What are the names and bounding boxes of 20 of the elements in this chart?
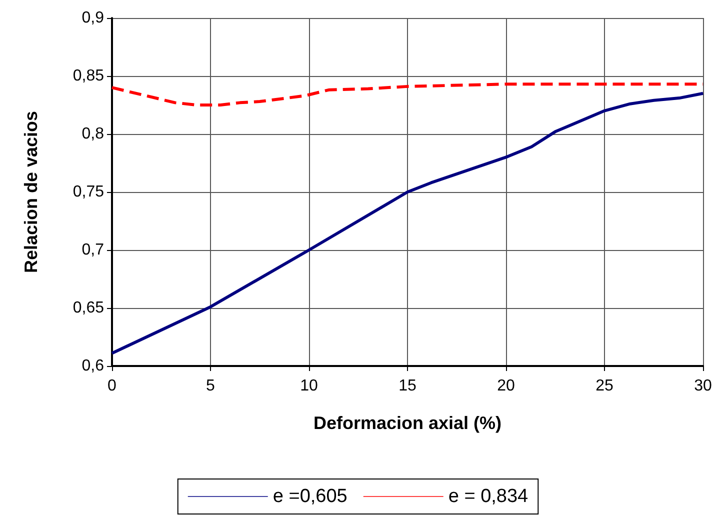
y-tick-label: 0,8	[82, 126, 104, 142]
y-axis-title: Relacion de vacios	[21, 110, 41, 274]
legend-label: e =0,605	[272, 486, 348, 507]
x-tick-label: 10	[300, 378, 318, 394]
x-tick-label: 5	[206, 378, 216, 394]
y-tick-label: 0,7	[82, 242, 104, 258]
y-tick-label: 0,75	[72, 184, 104, 200]
y-tick-label: 0,85	[72, 68, 104, 84]
x-tick-label: 30	[694, 378, 712, 394]
y-tick-label: 0,65	[72, 300, 104, 316]
x-axis-title: Deformacion axial (%)	[313, 413, 502, 433]
legend-label: e = 0,834	[448, 486, 529, 507]
x-tick-label: 20	[497, 378, 515, 394]
x-tick-label: 15	[398, 378, 416, 394]
x-tick-label: 0	[108, 378, 117, 394]
y-tick-label: 0,6	[82, 358, 104, 374]
line-series	[110, 92, 704, 355]
y-tick-label: 0,9	[82, 10, 104, 26]
x-tick-label: 25	[596, 378, 614, 394]
line-series	[110, 82, 704, 106]
